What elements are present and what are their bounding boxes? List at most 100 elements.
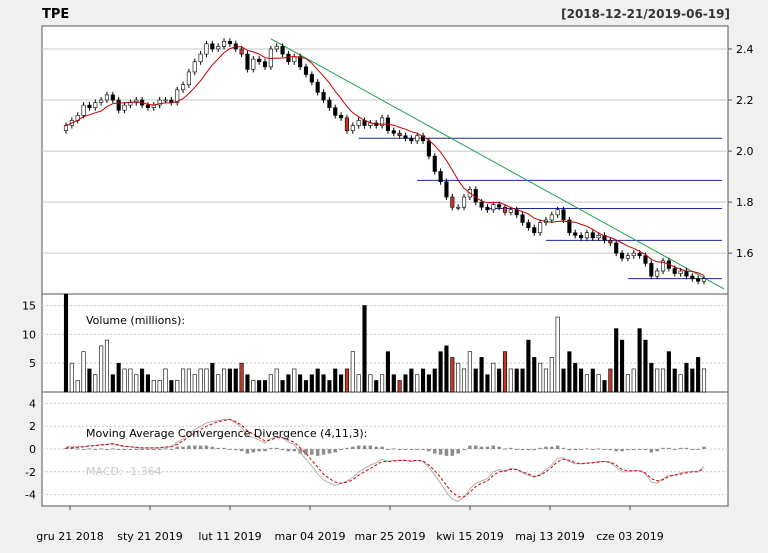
- candle-body: [520, 214, 525, 223]
- macd-histogram-bar: [116, 449, 121, 450]
- x-tick-label: sty 21 2019: [117, 530, 183, 543]
- volume-bar: [385, 351, 390, 393]
- candle-body: [631, 252, 636, 257]
- candle-body: [649, 263, 654, 277]
- candle-body: [251, 58, 256, 70]
- macd-histogram-bar: [222, 447, 226, 449]
- candle-body: [438, 171, 443, 182]
- candle-body: [245, 53, 250, 70]
- macd-tick-label: -4: [25, 489, 36, 502]
- volume-bar: [584, 374, 589, 393]
- macd-histogram-bar: [632, 449, 636, 450]
- volume-bar: [309, 374, 314, 393]
- candle-body: [701, 278, 707, 282]
- candle-body: [660, 260, 666, 272]
- volume-bar: [75, 380, 80, 393]
- volume-bar: [602, 380, 607, 393]
- volume-bar: [502, 351, 508, 393]
- macd-histogram-bar: [356, 445, 361, 449]
- volume-panel: [41, 293, 729, 393]
- candle-body: [619, 252, 625, 259]
- volume-bar: [175, 380, 180, 393]
- macd-histogram-bar: [257, 449, 261, 452]
- volume-bar: [690, 368, 695, 393]
- macd-tick-label: 2: [29, 420, 36, 433]
- volume-bar: [672, 368, 677, 393]
- volume-bar: [87, 368, 92, 393]
- macd-histogram-bar: [274, 447, 279, 449]
- volume-bar: [684, 362, 689, 393]
- macd-histogram-bar: [345, 447, 349, 449]
- volume-bar: [110, 374, 115, 393]
- candle-body: [608, 240, 613, 244]
- macd-histogram-bar: [397, 449, 402, 450]
- macd-histogram-bar: [532, 449, 537, 451]
- candle-body: [502, 206, 508, 213]
- volume-bar: [467, 351, 472, 393]
- volume-bar: [596, 374, 601, 393]
- volume-bar: [204, 368, 209, 393]
- macd-title: Moving Average Convergence Divergence (4…: [86, 427, 367, 440]
- volume-bar: [350, 351, 355, 393]
- candle-body: [637, 252, 642, 257]
- macd-histogram-bar: [450, 449, 455, 456]
- moving-average-line: [65, 46, 705, 276]
- candle-body: [63, 125, 69, 131]
- macd-histogram-bar: [585, 448, 589, 450]
- macd-histogram-bar: [315, 449, 320, 456]
- macd-tick-label: -2: [25, 466, 36, 479]
- macd-histogram-bar: [672, 449, 677, 450]
- volume-bar: [520, 368, 525, 393]
- macd-histogram-bar: [462, 449, 466, 450]
- volume-bar: [532, 357, 537, 393]
- volume-bar: [93, 374, 98, 393]
- candle-body: [192, 61, 197, 73]
- macd-histogram-bar: [251, 449, 256, 453]
- volume-bar: [526, 339, 531, 393]
- volume-bar: [456, 362, 461, 393]
- volume-bar: [134, 374, 139, 393]
- macd-histogram-bar: [140, 449, 144, 450]
- volume-bar: [151, 380, 156, 393]
- macd-histogram-bar: [432, 449, 437, 454]
- volume-bar: [344, 368, 350, 393]
- volume-bar: [614, 328, 619, 393]
- macd-histogram-bar: [374, 446, 378, 449]
- volume-bar: [198, 368, 203, 393]
- volume-bar: [122, 368, 127, 393]
- volume-bar: [415, 374, 420, 393]
- macd-histogram-bar: [193, 445, 197, 449]
- macd-histogram-bar: [280, 449, 285, 450]
- candle-body: [684, 270, 689, 277]
- macd-tick-label: 0: [29, 443, 36, 456]
- candle-body: [420, 135, 426, 142]
- macd-histogram-bar: [111, 448, 115, 450]
- volume-bar: [374, 380, 379, 393]
- candle-body: [579, 234, 584, 239]
- macd-histogram-bar: [620, 449, 624, 452]
- macd-histogram-bar: [409, 449, 414, 450]
- macd-histogram-bar: [637, 449, 642, 450]
- candle-body: [532, 227, 537, 234]
- candle-body: [625, 255, 630, 259]
- volume-bar: [181, 368, 186, 393]
- macd-histogram-bar: [614, 449, 618, 452]
- macd-histogram-bar: [321, 449, 326, 455]
- candle-body: [643, 255, 648, 264]
- candle-body: [461, 196, 467, 208]
- candle-body: [409, 138, 414, 142]
- volume-tick-label: 15: [22, 300, 36, 313]
- candle-body: [538, 222, 543, 234]
- candle-body: [555, 209, 560, 216]
- volume-bar: [649, 362, 654, 393]
- x-tick-label: gru 21 2018: [36, 530, 103, 543]
- volume-bar: [637, 328, 642, 393]
- volume-bar: [444, 345, 449, 393]
- candle-body: [321, 92, 326, 101]
- candle-body: [596, 234, 601, 239]
- volume-bar: [409, 368, 414, 393]
- candle-body: [350, 125, 355, 131]
- macd-histogram-bar: [216, 447, 220, 449]
- macd-histogram-bar: [105, 449, 109, 450]
- macd-histogram-bar: [602, 449, 607, 450]
